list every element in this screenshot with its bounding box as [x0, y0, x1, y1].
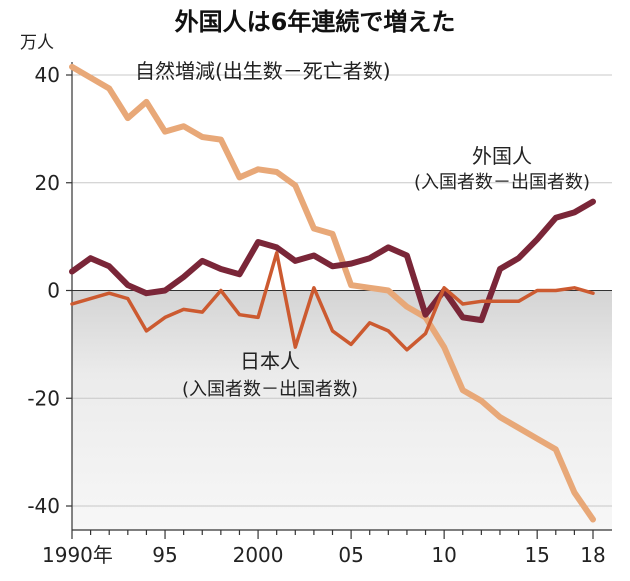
x-tick-label: 10: [431, 543, 456, 567]
y-tick-label: 20: [35, 171, 60, 195]
annotation-japanese: 日本人: [240, 349, 300, 373]
x-tick-label: 95: [152, 543, 177, 567]
x-tick-label: 1990年: [42, 543, 113, 567]
series-line-japanese: [70, 251, 595, 352]
annotation-foreigners: 外国人: [472, 144, 532, 168]
series-line-foreigners: [69, 198, 596, 324]
y-axis-unit: 万人: [20, 33, 54, 53]
y-tick-label: 40: [35, 63, 60, 87]
y-axis-ticks: 40 20 0 -20 -40: [27, 63, 72, 518]
annotation-japanese-sub: (入国者数－出国者数): [182, 379, 358, 400]
y-tick-label: 0: [47, 279, 60, 303]
x-tick-label: 2000: [233, 543, 284, 567]
x-tick-label: 15: [524, 543, 549, 567]
annotation-natural-change: 自然増減(出生数－死亡者数): [135, 59, 391, 83]
x-tick-label: 05: [338, 543, 363, 567]
x-tick-label: 18: [580, 543, 605, 567]
y-tick-label: -40: [27, 494, 60, 518]
series-line-natural-change: [69, 63, 596, 523]
series-layer: [69, 63, 596, 523]
y-tick-label: -20: [27, 386, 60, 410]
negative-region-shade: [72, 290, 612, 530]
chart-title: 外国人は6年連続で増えた: [175, 8, 456, 36]
annotation-foreigners-sub: (入国者数－出国者数): [414, 172, 590, 193]
x-axis-ticks: 1990年 95 2000 05 10 15 18: [42, 530, 606, 567]
gridlines: [72, 74, 612, 507]
